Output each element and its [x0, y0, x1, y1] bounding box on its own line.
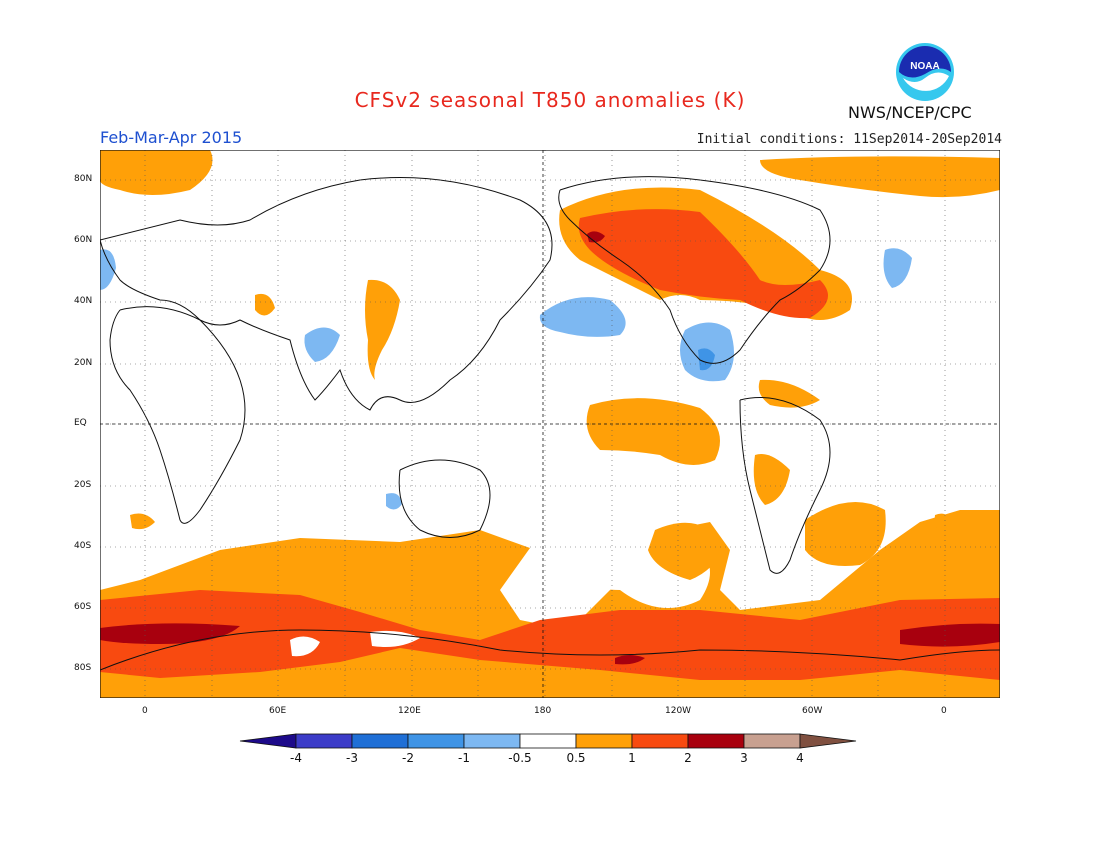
lat-label: 60S — [74, 602, 92, 612]
lon-label: 0 — [142, 706, 148, 716]
lat-label: 40S — [74, 541, 92, 551]
colorbar-segment — [519, 733, 577, 749]
chart-title: CFSv2 seasonal T850 anomalies (K) — [354, 88, 746, 112]
anomaly-region-mexico-cold-core — [698, 348, 715, 371]
anomaly-region-atlantic-cold — [883, 248, 912, 288]
colorbar-segment — [743, 733, 801, 749]
anomaly-region-south-africa — [130, 513, 155, 530]
noaa-logo: NOAA — [896, 43, 954, 101]
anomaly-region-india-cold — [304, 327, 340, 362]
anomaly-region-arctic-top — [660, 150, 1000, 156]
colorbar-label: 2 — [684, 751, 692, 765]
lon-label: 60W — [802, 706, 823, 716]
anomaly-region-southern-red — [100, 590, 1000, 680]
lon-label: 180 — [534, 706, 552, 716]
colorbar-segment — [575, 733, 633, 749]
colorbar-arrow-high — [799, 733, 857, 749]
anomaly-region-south-atlantic-east — [934, 513, 952, 529]
colorbar-label: 0.5 — [566, 751, 585, 765]
colorbar-segment — [687, 733, 745, 749]
colorbar-label: -3 — [346, 751, 358, 765]
anomaly-region-east-asia — [365, 279, 400, 380]
anomaly-region-antarctic-white-2 — [370, 630, 420, 647]
colorbar-label: -1 — [458, 751, 470, 765]
anomaly-region-south-atlantic — [805, 502, 886, 566]
anomaly-region-southern-darkred-east — [900, 623, 1000, 647]
anomaly-region-antarctic-white — [290, 636, 320, 657]
agency-label: NWS/NCEP/CPC — [848, 103, 972, 122]
lon-label: 120E — [398, 706, 421, 716]
anomaly-region-arctic-east — [760, 156, 1000, 198]
colorbar-label: 4 — [796, 751, 804, 765]
anomaly-region-europe-cold — [100, 249, 116, 290]
lon-label: 60E — [269, 706, 287, 716]
anomaly-region-caribbean — [758, 379, 820, 408]
continent-outlines — [100, 176, 1000, 671]
lat-label: 80N — [74, 174, 93, 184]
anomaly-region-eq-pacific — [586, 398, 720, 465]
anomaly-region-antarctic-darkred — [615, 655, 645, 665]
initial-conditions-label: Initial conditions: 11Sep2014-20Sep2014 — [696, 132, 1002, 147]
colorbar-segment — [631, 733, 689, 749]
anomaly-region-north-pacific-cold — [539, 297, 626, 337]
lon-label: 120W — [665, 706, 692, 716]
lat-label: EQ — [74, 418, 87, 428]
colorbar-segment — [351, 733, 409, 749]
map-panel — [100, 150, 1000, 698]
season-label: Feb-Mar-Apr 2015 — [100, 128, 243, 147]
colorbar-arrow-low — [239, 733, 297, 749]
colorbar-label: -4 — [290, 751, 302, 765]
lat-label: 60N — [74, 235, 93, 245]
colorbar-segment — [463, 733, 521, 749]
lat-label: 80S — [74, 663, 92, 673]
anomaly-region-europe — [255, 293, 275, 316]
noaa-logo-text: NOAA — [910, 61, 939, 72]
colorbar-segment — [407, 733, 465, 749]
colorbar-label: -0.5 — [508, 751, 531, 765]
colorbar-label: 1 — [628, 751, 636, 765]
anomaly-region-south-pacific-orange — [648, 522, 725, 580]
lat-label: 40N — [74, 296, 93, 306]
anomaly-region-south-america — [753, 454, 790, 505]
lat-label: 20S — [74, 480, 92, 490]
anomaly-region-arctic-west — [100, 150, 213, 195]
colorbar-label: -2 — [402, 751, 414, 765]
lat-label: 20N — [74, 358, 93, 368]
anomaly-region-north-america-red — [578, 209, 828, 319]
lon-label: 0 — [941, 706, 947, 716]
colorbar-segment — [295, 733, 353, 749]
colorbar-label: 3 — [740, 751, 748, 765]
anomaly-region-australia-cold — [386, 493, 402, 510]
